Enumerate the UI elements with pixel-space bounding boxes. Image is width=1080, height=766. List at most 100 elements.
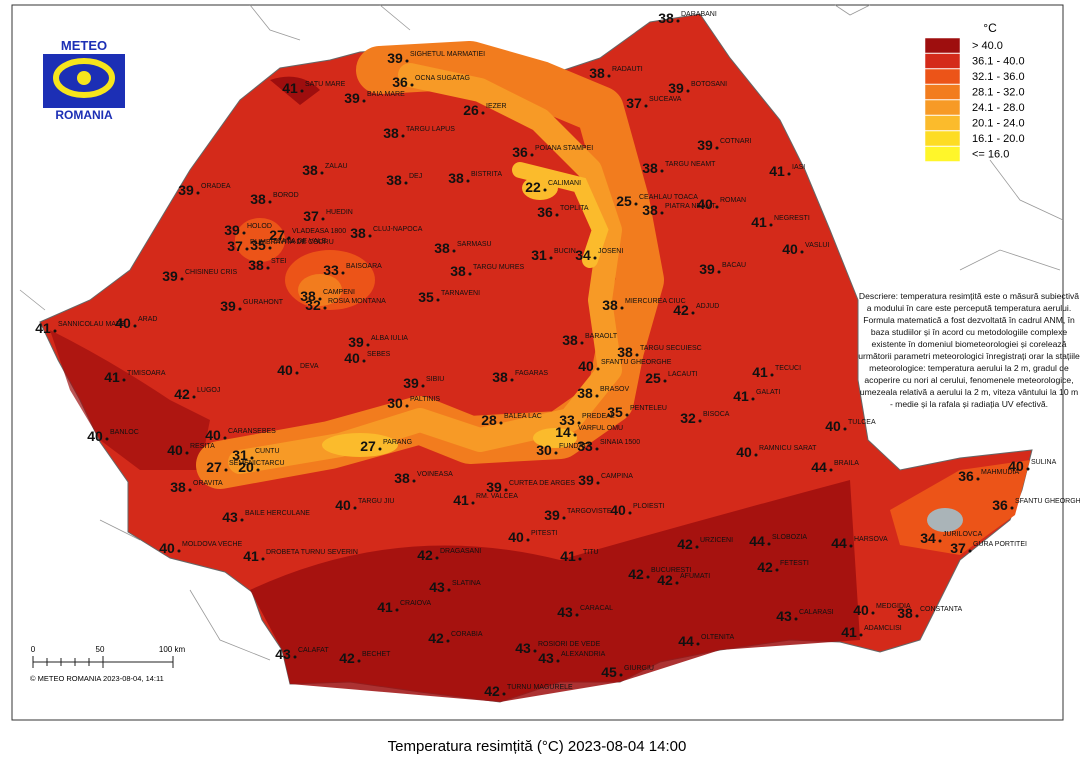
station-name: JURILOVCA bbox=[943, 531, 983, 538]
station-value: 43 bbox=[275, 646, 291, 662]
station-name: CAMPINA bbox=[601, 473, 633, 480]
station-value: 33 bbox=[323, 262, 339, 278]
station-value: 40 bbox=[205, 427, 221, 443]
station-dot bbox=[577, 421, 581, 425]
station-value: 22 bbox=[525, 179, 541, 195]
station-name: VARFUL OMU bbox=[578, 425, 623, 432]
station-name: TARGU NEAMT bbox=[665, 161, 716, 168]
station-name: CHISINEU CRIS bbox=[185, 269, 237, 276]
station-dot bbox=[770, 373, 774, 377]
station-name: BISOCA bbox=[703, 411, 730, 418]
station-dot bbox=[224, 468, 228, 472]
station-name: ZALAU bbox=[325, 163, 348, 170]
station-dot bbox=[421, 384, 425, 388]
station-dot bbox=[580, 341, 584, 345]
station-name: SANNICOLAU MARE bbox=[58, 321, 126, 328]
station-name: LACAUTI bbox=[668, 371, 698, 378]
station-value: 38 bbox=[602, 297, 618, 313]
station-dot bbox=[185, 451, 189, 455]
station-dot bbox=[526, 538, 530, 542]
station-value: 40 bbox=[610, 502, 626, 518]
station-dot bbox=[938, 539, 942, 543]
station-name: TOPLITA bbox=[560, 205, 589, 212]
station-value: 43 bbox=[776, 608, 792, 624]
station-value: 42 bbox=[428, 630, 444, 646]
station-dot bbox=[177, 549, 181, 553]
station-name: ADJUD bbox=[696, 303, 719, 310]
station-dot bbox=[849, 544, 853, 548]
station-dot bbox=[620, 306, 624, 310]
station-name: BACAU bbox=[722, 262, 746, 269]
station-name: MEDGIDIA bbox=[876, 603, 911, 610]
station-dot bbox=[435, 556, 439, 560]
station-value: 27 bbox=[269, 227, 285, 243]
station-dot bbox=[859, 633, 863, 637]
station-name: ORAVITA bbox=[193, 480, 223, 487]
station-dot bbox=[595, 447, 599, 451]
station-value: 38 bbox=[434, 240, 450, 256]
station-value: 44 bbox=[831, 535, 847, 551]
station-dot bbox=[318, 297, 322, 301]
station-value: 36 bbox=[512, 144, 528, 160]
station-value: 44 bbox=[749, 533, 765, 549]
station-value: 45 bbox=[601, 664, 617, 680]
station-dot bbox=[625, 413, 629, 417]
station-name: DRAGASANI bbox=[440, 548, 481, 555]
station-dot bbox=[562, 516, 566, 520]
station-value: 40 bbox=[87, 428, 103, 444]
station-dot bbox=[341, 271, 345, 275]
station-dot bbox=[293, 655, 297, 659]
station-name: SULINA bbox=[1031, 459, 1057, 466]
station-name: TARGU MURES bbox=[473, 264, 525, 271]
station-dot bbox=[769, 223, 773, 227]
station-value: 37 bbox=[950, 540, 966, 556]
station-dot bbox=[499, 421, 503, 425]
legend-label: > 40.0 bbox=[972, 40, 1003, 52]
station-value: 38 bbox=[589, 65, 605, 81]
station-value: 28 bbox=[481, 412, 497, 428]
legend-swatch bbox=[924, 130, 961, 147]
legend-swatch bbox=[924, 53, 961, 69]
station-value: 41 bbox=[841, 624, 857, 640]
station-dot bbox=[533, 649, 537, 653]
station-dot bbox=[575, 613, 579, 617]
station-dot bbox=[1010, 506, 1014, 510]
station-name: TIMISOARA bbox=[127, 370, 166, 377]
map-title: Temperatura resimțită (°C) 2023-08-04 14… bbox=[388, 738, 687, 755]
legend-label: <= 16.0 bbox=[972, 149, 1009, 161]
station-value: 27 bbox=[206, 459, 222, 475]
station-name: GALATI bbox=[756, 389, 780, 396]
station-dot bbox=[628, 511, 632, 515]
station-name: ALBA IULIA bbox=[371, 335, 408, 342]
legend-swatch bbox=[924, 68, 961, 85]
station-value: 36 bbox=[958, 468, 974, 484]
station-name: FUNDATA bbox=[559, 443, 591, 450]
station-value: 40 bbox=[736, 444, 752, 460]
station-dot bbox=[122, 378, 126, 382]
station-dot bbox=[593, 256, 597, 260]
copyright: © METEO ROMANIA 2023-08-04, 14:11 bbox=[30, 674, 164, 683]
station-dot bbox=[405, 404, 409, 408]
station-value: 25 bbox=[645, 370, 661, 386]
station-dot bbox=[295, 371, 299, 375]
station-value: 42 bbox=[339, 650, 355, 666]
station-dot bbox=[353, 506, 357, 510]
station-name: CORABIA bbox=[451, 631, 483, 638]
station-value: 32 bbox=[305, 297, 321, 313]
station-name: BAILE HERCULANE bbox=[245, 510, 310, 517]
station-dot bbox=[715, 146, 719, 150]
station-dot bbox=[362, 359, 366, 363]
station-dot bbox=[362, 99, 366, 103]
station-name: BUCIN bbox=[554, 248, 576, 255]
station-value: 44 bbox=[678, 633, 694, 649]
station-dot bbox=[245, 247, 249, 251]
station-value: 40 bbox=[578, 358, 594, 374]
station-value: 41 bbox=[377, 599, 393, 615]
station-dot bbox=[196, 191, 200, 195]
station-dot bbox=[366, 343, 370, 347]
station-name: IASI bbox=[792, 164, 805, 171]
legend-label: 24.1 - 28.0 bbox=[972, 102, 1025, 114]
logo: METEO ROMANIA bbox=[43, 38, 125, 122]
heat-regions bbox=[50, 41, 1030, 702]
station-value: 40 bbox=[167, 442, 183, 458]
